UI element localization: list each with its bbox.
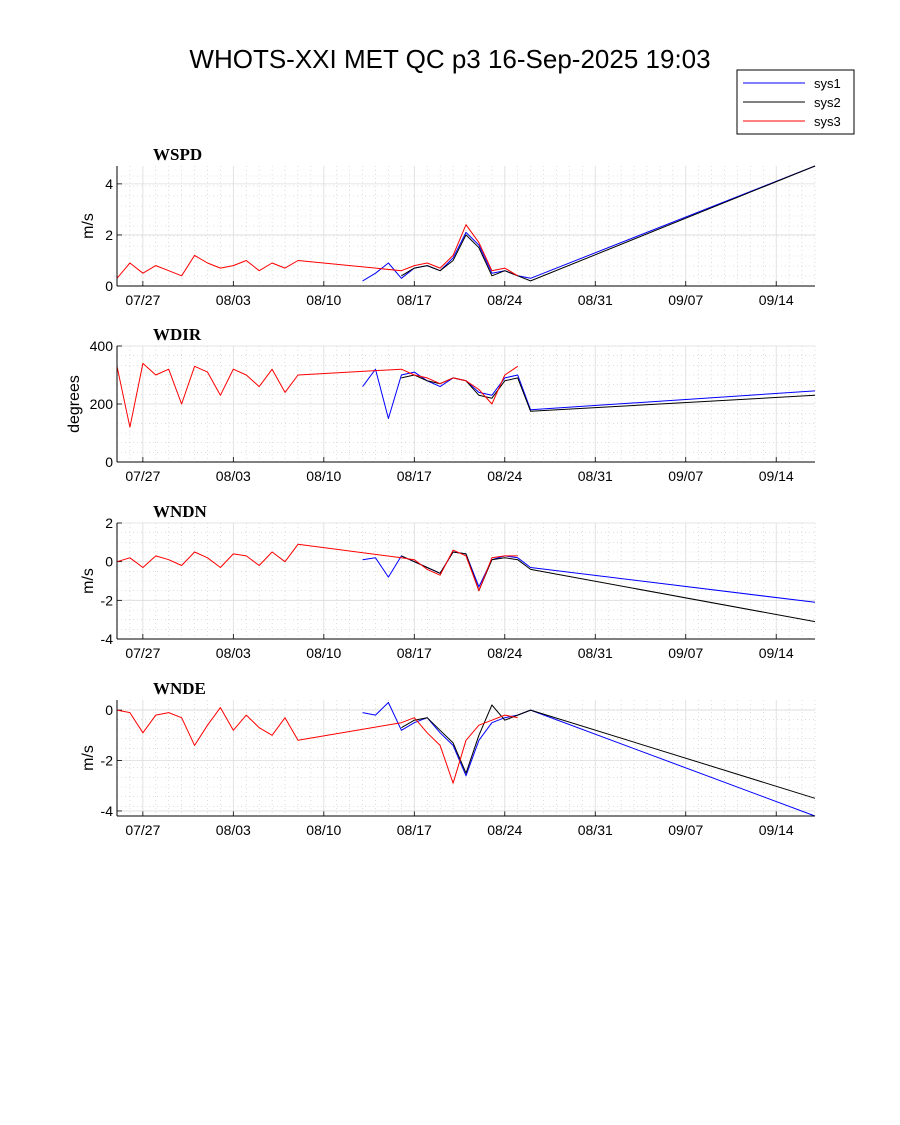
y-tick-label: 0 [105, 702, 113, 718]
x-tick-label: 09/14 [759, 822, 794, 838]
minor-grid [116, 523, 816, 639]
y-tick-label: 2 [105, 515, 113, 531]
x-tick-label: 07/27 [125, 468, 160, 484]
series-line-sys3 [116, 707, 518, 784]
series-line-sys1 [362, 551, 816, 603]
y-tick-label: 0 [105, 278, 113, 294]
x-tick-label: 08/03 [216, 468, 251, 484]
x-tick-label: 08/24 [487, 292, 522, 308]
panel-wnde: 07/27 08/03 08/10 08/17 08/24 08/31 09/07 09/14… [80, 679, 816, 838]
x-tick-label: 08/17 [397, 292, 432, 308]
panel-wndn: 07/27 08/03 08/10 08/17 08/24 08/31 09/07 09/14… [80, 502, 816, 661]
series-line-sys2 [401, 704, 816, 799]
series-line-sys2 [401, 165, 816, 282]
y-axis-label: degrees [66, 375, 83, 433]
y-tick-label: 0 [105, 554, 113, 570]
figure-title: WHOTS-XXI MET QC p3 16-Sep-2025 19:03 [189, 44, 710, 74]
x-tick-label: 08/31 [578, 822, 613, 838]
x-tick-label: 08/10 [306, 468, 341, 484]
x-tick-label: 08/31 [578, 645, 613, 661]
x-tick-label: 08/03 [216, 292, 251, 308]
x-tick-label: 08/24 [487, 645, 522, 661]
y-tick-label: -2 [101, 753, 114, 769]
panel-title: WNDN [153, 502, 208, 521]
panel-wspd: 07/27 08/03 08/10 08/17 08/24 08/31 09/07 09/14… [80, 145, 816, 308]
x-tick-label: 09/07 [668, 822, 703, 838]
x-tick-label: 09/07 [668, 292, 703, 308]
y-tick-label: -2 [101, 592, 114, 608]
x-tick-label: 08/03 [216, 645, 251, 661]
x-tick-label: 08/10 [306, 645, 341, 661]
x-tick-label: 08/31 [578, 292, 613, 308]
y-tick-label: 4 [105, 176, 113, 192]
legend-label-sys2: sys2 [814, 95, 841, 110]
legend-label-sys1: sys1 [814, 76, 841, 91]
legend-label-sys3: sys3 [814, 114, 841, 129]
x-tick-label: 09/14 [759, 645, 794, 661]
panel-title: WNDE [153, 679, 206, 698]
series-line-sys3 [116, 362, 518, 428]
x-tick-label: 08/24 [487, 468, 522, 484]
x-tick-label: 07/27 [125, 645, 160, 661]
x-tick-label: 08/03 [216, 822, 251, 838]
series-line-sys2 [401, 374, 816, 412]
y-tick-label: -4 [101, 631, 114, 647]
series-line-sys1 [362, 368, 816, 419]
x-tick-label: 08/24 [487, 822, 522, 838]
panel-title: WSPD [153, 145, 202, 164]
y-tick-label: -4 [101, 803, 114, 819]
x-tick-label: 08/31 [578, 468, 613, 484]
x-tick-label: 08/17 [397, 822, 432, 838]
series-line-sys3 [116, 224, 518, 279]
x-tick-label: 09/14 [759, 292, 794, 308]
panel-wdir: 07/27 08/03 08/10 08/17 08/24 08/31 09/07 09/14… [66, 325, 816, 484]
y-tick-label: 400 [90, 338, 114, 354]
x-tick-label: 09/07 [668, 468, 703, 484]
x-tick-label: 07/27 [125, 822, 160, 838]
series-line-sys1 [362, 165, 816, 282]
y-tick-label: 200 [90, 396, 114, 412]
y-axis-label: m/s [80, 745, 97, 771]
x-tick-label: 09/07 [668, 645, 703, 661]
series-line-sys1 [362, 702, 816, 817]
x-tick-label: 07/27 [125, 292, 160, 308]
x-tick-label: 08/10 [306, 822, 341, 838]
x-tick-label: 08/17 [397, 645, 432, 661]
series-line-sys3 [116, 543, 518, 592]
x-tick-label: 08/10 [306, 292, 341, 308]
y-tick-label: 0 [105, 454, 113, 470]
legend: sys1 sys2 sys3 [736, 69, 855, 135]
y-axis-label: m/s [80, 213, 97, 239]
y-tick-label: 2 [105, 227, 113, 243]
panel-title: WDIR [153, 325, 202, 344]
minor-grid [116, 700, 816, 816]
y-axis-label: m/s [80, 568, 97, 594]
x-tick-label: 09/14 [759, 468, 794, 484]
panels: 07/27 08/03 08/10 08/17 08/24 08/31 09/07 09/14… [66, 145, 816, 838]
x-tick-label: 08/17 [397, 468, 432, 484]
